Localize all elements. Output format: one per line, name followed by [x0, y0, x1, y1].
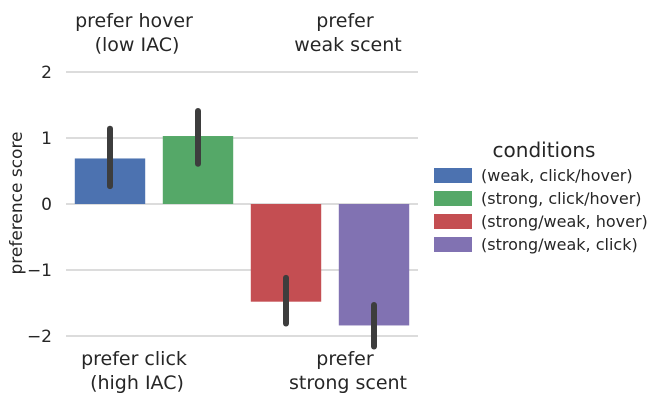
annotation-bottom-right: prefer strong scent — [289, 348, 407, 394]
y-axis-label: preference score — [7, 131, 27, 274]
legend-label: (strong/weak, hover) — [481, 212, 648, 231]
annotation-top-right: prefer weak scent — [294, 10, 401, 56]
bars — [74, 136, 410, 326]
y-tick-label: −2 — [27, 327, 52, 347]
legend: conditions (weak, click/hover) (strong, c… — [434, 138, 648, 254]
annotation-bottom-left: prefer click (high IAC) — [81, 348, 193, 394]
legend-label: (strong, click/hover) — [481, 189, 642, 208]
annotation-top-left: prefer hover (low IAC) — [75, 10, 199, 56]
legend-swatch — [434, 214, 472, 229]
legend-swatch — [434, 237, 472, 252]
legend-label: (strong/weak, click) — [481, 235, 638, 254]
y-tick-label: 1 — [41, 129, 52, 149]
error-bars — [107, 107, 377, 350]
y-axis-ticks: 2 1 0 −1 −2 — [27, 63, 52, 347]
legend-swatch — [434, 168, 472, 183]
y-tick-label: 0 — [41, 195, 52, 215]
legend-items: (weak, click/hover) (strong, click/hover)… — [434, 166, 648, 254]
legend-title: conditions — [493, 138, 596, 162]
legend-label: (weak, click/hover) — [481, 166, 633, 185]
legend-swatch — [434, 191, 472, 206]
y-tick-label: −1 — [27, 261, 52, 281]
y-tick-label: 2 — [41, 63, 52, 83]
